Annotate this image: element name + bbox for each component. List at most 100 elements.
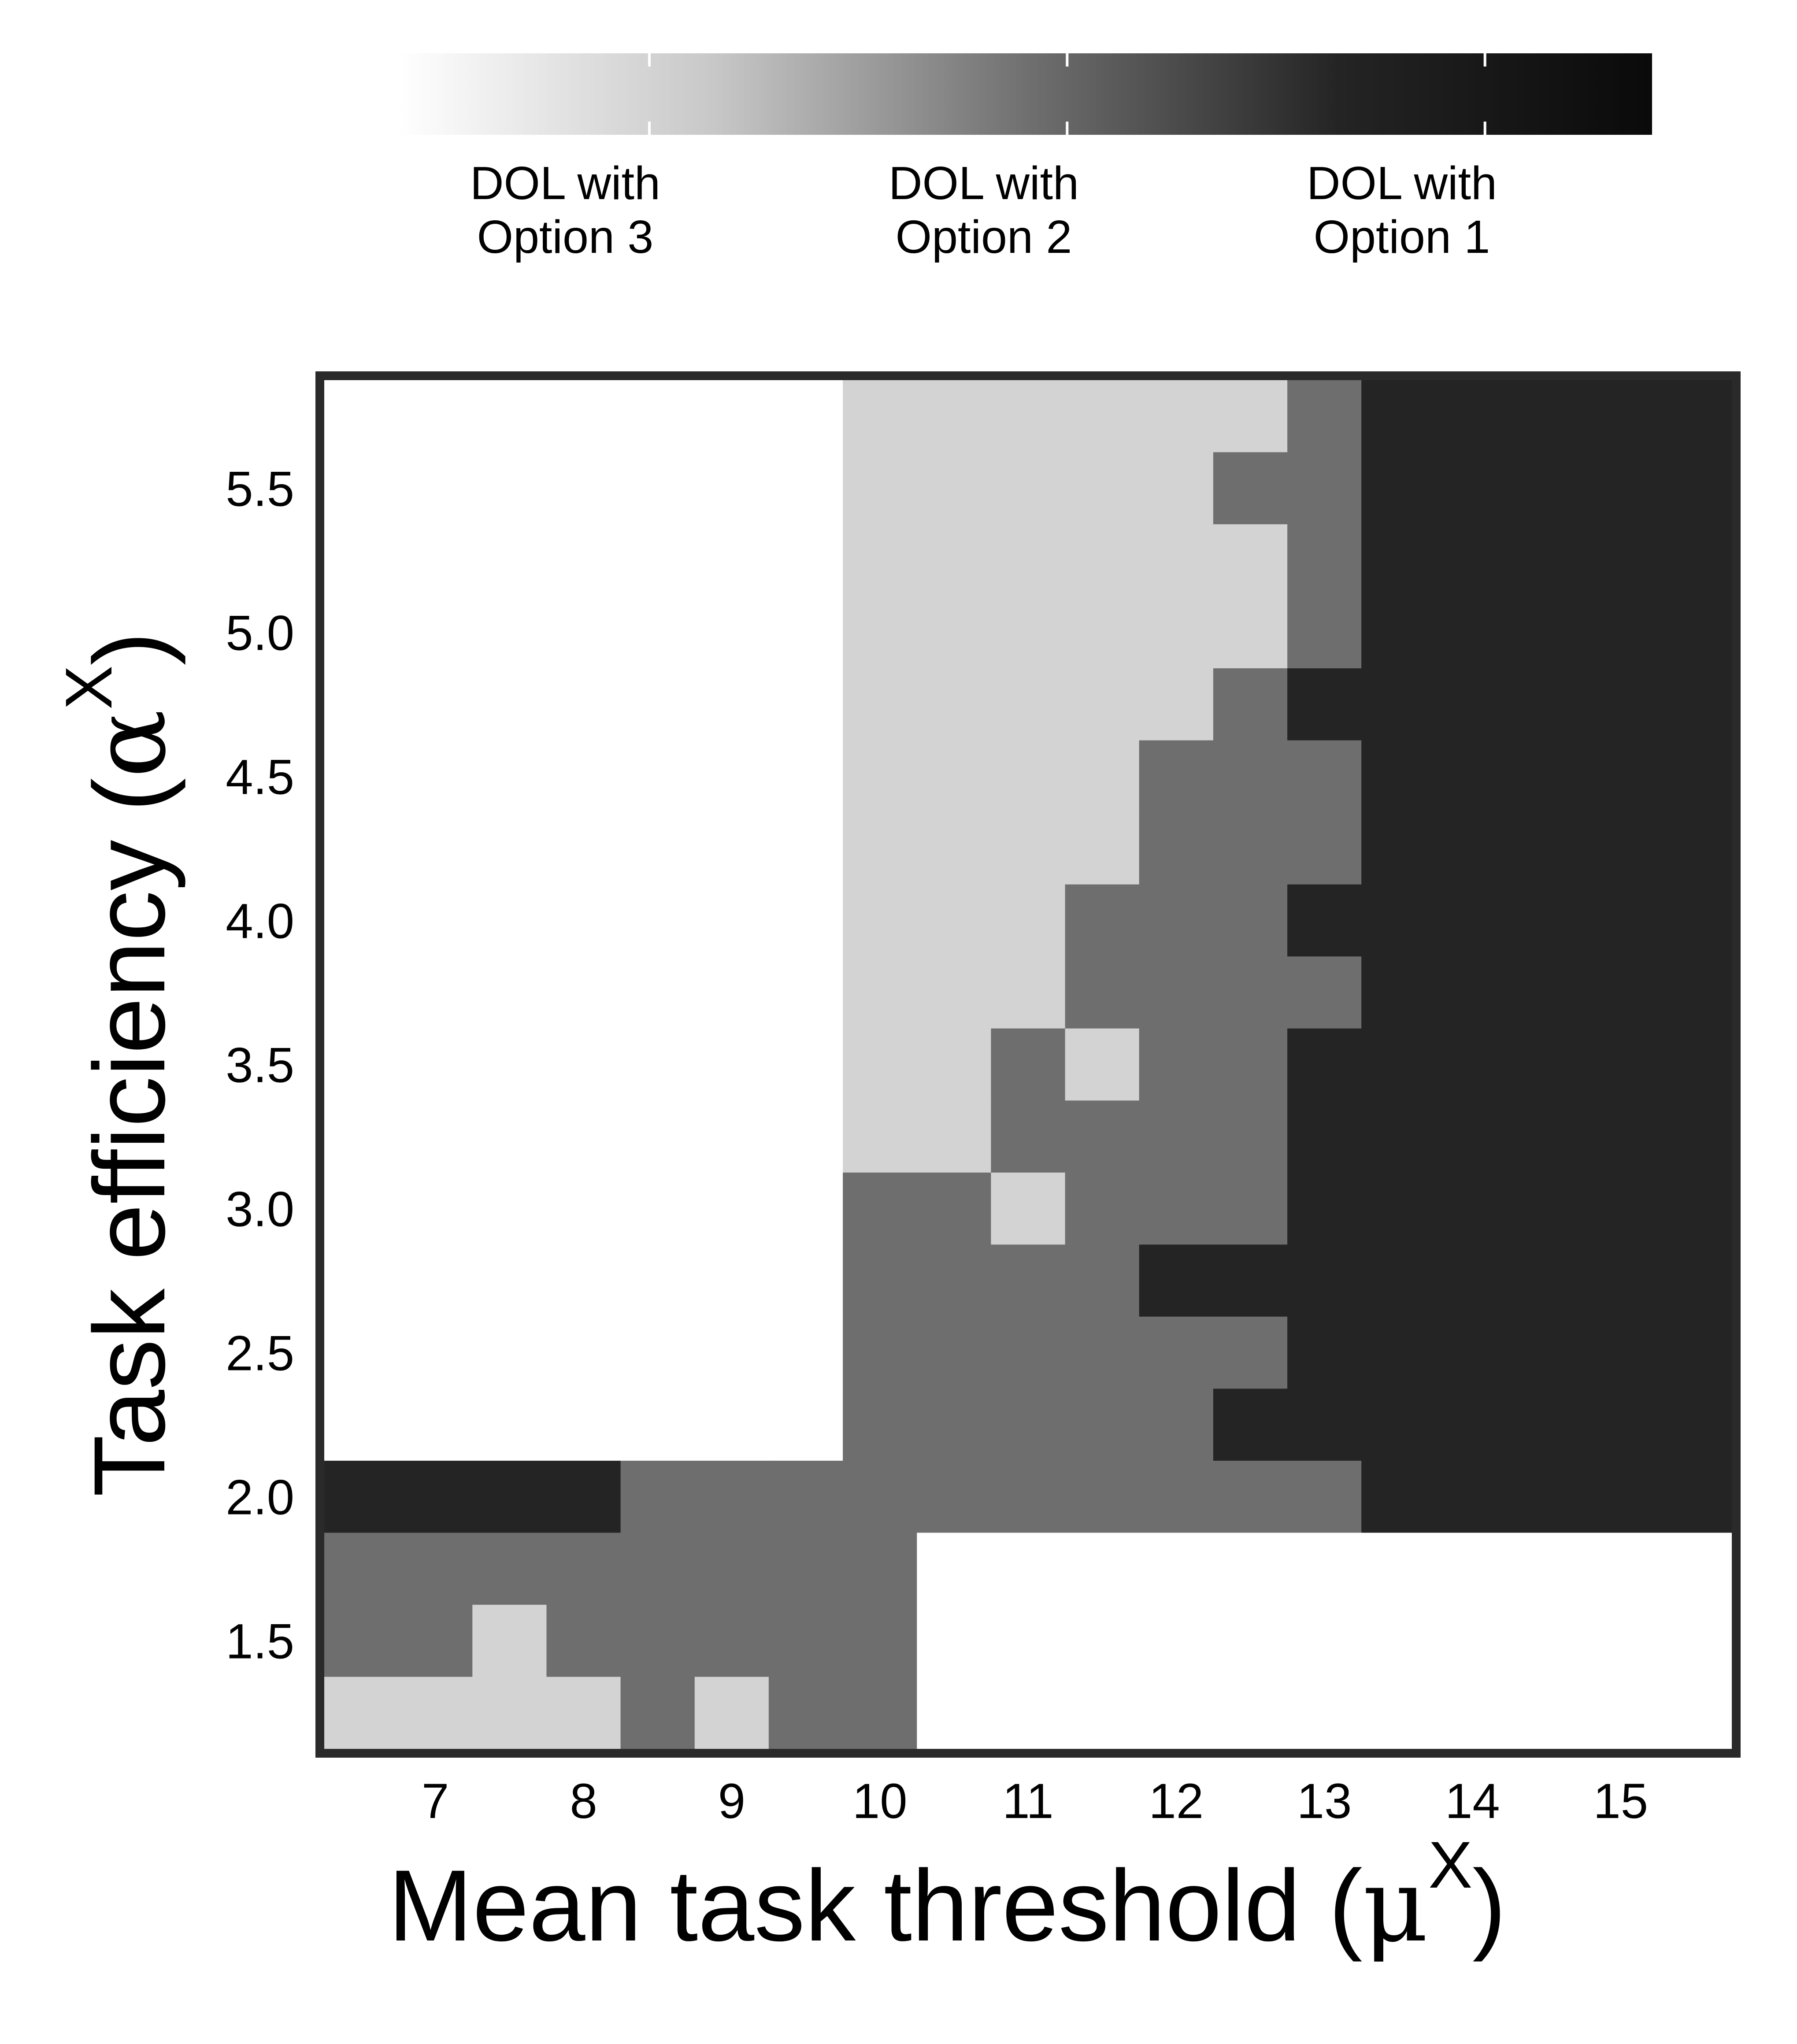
heatmap-cell xyxy=(1509,524,1584,597)
heatmap-cell xyxy=(1509,1604,1584,1677)
heatmap-cell xyxy=(1361,1389,1436,1461)
heatmap-cell xyxy=(1435,596,1510,669)
heatmap-cell xyxy=(1509,884,1584,957)
heatmap-cell xyxy=(1583,668,1658,741)
y-axis-title-close: ) xyxy=(73,632,186,666)
heatmap-cell xyxy=(1139,668,1214,741)
heatmap-cell xyxy=(843,1389,917,1461)
heatmap-cell xyxy=(843,956,917,1029)
heatmap-cell xyxy=(472,1533,547,1605)
heatmap-cell xyxy=(1139,1604,1214,1677)
heatmap-cell xyxy=(620,812,695,885)
heatmap-cell xyxy=(1287,1604,1362,1677)
heatmap-cell xyxy=(1657,956,1732,1029)
heatmap-cell xyxy=(1287,884,1362,957)
heatmap-cell xyxy=(917,452,992,525)
heatmap-cell xyxy=(991,524,1066,597)
x-tick-label: 15 xyxy=(1593,1774,1649,1829)
heatmap-cell xyxy=(768,1028,843,1101)
heatmap-cell xyxy=(1139,1316,1214,1389)
heatmap-cell xyxy=(768,956,843,1029)
heatmap-cell xyxy=(398,1100,473,1173)
heatmap-cell xyxy=(694,884,769,957)
y-tick-label: 2.5 xyxy=(226,1326,294,1381)
heatmap-cell xyxy=(768,1316,843,1389)
colorbar-bar xyxy=(399,53,1652,135)
y-axis-tick-labels: 1.5 2.0 2.5 3.0 3.5 4.0 4.5 5.0 5.5 xyxy=(226,461,294,1669)
heatmap-cell xyxy=(1657,1604,1732,1677)
heatmap-cell xyxy=(398,380,473,453)
heatmap-cell xyxy=(1065,1172,1140,1245)
heatmap-cell xyxy=(1287,1533,1362,1605)
heatmap-cell xyxy=(472,1460,547,1533)
heatmap-cell xyxy=(324,524,399,597)
heatmap-cell xyxy=(768,1677,843,1749)
heatmap-cell xyxy=(843,1533,917,1605)
heatmap-cell xyxy=(546,1316,621,1389)
heatmap-cell xyxy=(1139,1244,1214,1317)
heatmap-cell xyxy=(1583,380,1658,453)
heatmap-cell xyxy=(1435,1172,1510,1245)
x-tick-label: 10 xyxy=(852,1774,908,1829)
colorbar-label-option-2-line2: Option 2 xyxy=(896,211,1072,263)
heatmap-cell xyxy=(1213,380,1288,453)
heatmap-cell xyxy=(472,668,547,741)
heatmap-cell xyxy=(917,1533,992,1605)
y-tick-label: 2.0 xyxy=(226,1470,294,1525)
colorbar-label-option-3-line1: DOL with xyxy=(470,157,660,209)
heatmap-cell xyxy=(1435,668,1510,741)
heatmap-cell xyxy=(324,596,399,669)
heatmap-cell xyxy=(991,1100,1066,1173)
heatmap-cell xyxy=(1509,1389,1584,1461)
heatmap-cell xyxy=(1361,1677,1436,1749)
heatmap-cell xyxy=(991,1316,1066,1389)
heatmap-cell xyxy=(472,1389,547,1461)
heatmap-cell xyxy=(694,1604,769,1677)
heatmap-cell xyxy=(1657,1460,1732,1533)
heatmap-cell xyxy=(398,1677,473,1749)
y-axis-title-symbol: α xyxy=(71,710,189,778)
heatmap-cell xyxy=(991,884,1066,957)
heatmap-cell xyxy=(694,668,769,741)
heatmap-cell xyxy=(472,1316,547,1389)
heatmap-cell xyxy=(1065,1389,1140,1461)
colorbar-label-option-1-line1: DOL with xyxy=(1307,157,1497,209)
heatmap-cell xyxy=(768,1100,843,1173)
heatmap-cell xyxy=(546,1460,621,1533)
heatmap-cell xyxy=(843,812,917,885)
heatmap-cell xyxy=(398,1604,473,1677)
heatmap-cell xyxy=(991,812,1066,885)
heatmap-cell xyxy=(324,1244,399,1317)
heatmap-cell xyxy=(1213,740,1288,813)
heatmap-cell xyxy=(694,596,769,669)
heatmap-cell xyxy=(1065,596,1140,669)
heatmap-cell xyxy=(768,1604,843,1677)
heatmap-cell xyxy=(1657,668,1732,741)
heatmap-cell xyxy=(1065,380,1140,453)
heatmap-cell xyxy=(694,1460,769,1533)
heatmap-cell xyxy=(1657,1316,1732,1389)
heatmap-cell xyxy=(1361,1460,1436,1533)
heatmap-cell xyxy=(1213,1100,1288,1173)
heatmap-cell xyxy=(1657,380,1732,453)
heatmap-cell xyxy=(546,452,621,525)
heatmap-cell xyxy=(1213,1172,1288,1245)
heatmap-cell xyxy=(843,1316,917,1389)
heatmap-cell xyxy=(1583,1316,1658,1389)
heatmap-cell xyxy=(694,1533,769,1605)
heatmap-cell xyxy=(1435,380,1510,453)
heatmap-cell xyxy=(472,1677,547,1749)
heatmap-cell xyxy=(1509,1244,1584,1317)
heatmap-cell xyxy=(1657,1677,1732,1749)
heatmap-cell xyxy=(843,452,917,525)
heatmap-cell xyxy=(1435,884,1510,957)
heatmap-cell xyxy=(1287,380,1362,453)
heatmap-cell xyxy=(917,1604,992,1677)
heatmap-cell xyxy=(1287,1028,1362,1101)
heatmap-cell xyxy=(398,524,473,597)
heatmap-cell xyxy=(1509,452,1584,525)
heatmap-cell xyxy=(694,380,769,453)
heatmap-cell xyxy=(694,812,769,885)
heatmap-cell xyxy=(1583,1028,1658,1101)
heatmap-cell xyxy=(917,956,992,1029)
